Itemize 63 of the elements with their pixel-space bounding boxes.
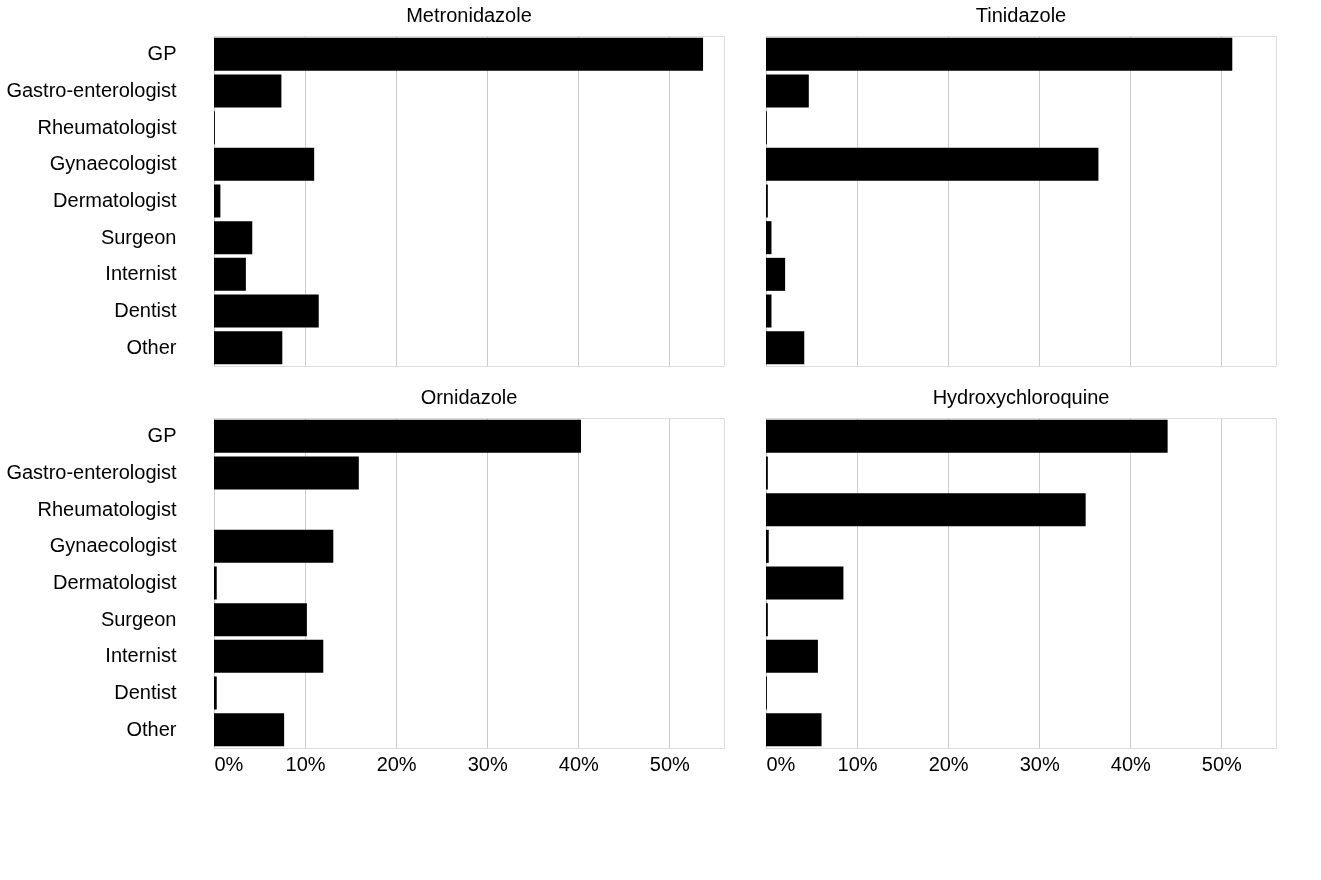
- bar: [766, 147, 1099, 181]
- x-tick-label: 20%: [928, 752, 969, 775]
- bar: [214, 257, 246, 291]
- chart-title: Ornidazole: [420, 386, 518, 408]
- y-tick-label: Gastro-enterologist: [6, 79, 177, 101]
- bar: [766, 257, 786, 291]
- y-tick-label: Internist: [105, 644, 177, 667]
- bar: [766, 221, 772, 255]
- x-tick-label: 50%: [649, 752, 691, 775]
- bar: [214, 676, 217, 710]
- bar: [214, 713, 285, 747]
- x-tick-label: 0%: [214, 752, 244, 775]
- y-tick-label: Internist: [105, 262, 177, 285]
- x-tick-label: 0%: [766, 752, 796, 775]
- x-tick-label: 30%: [467, 752, 508, 775]
- bar: [766, 74, 809, 108]
- bar: [766, 713, 822, 747]
- x-tick-label: 20%: [376, 752, 417, 775]
- bar: [766, 294, 772, 328]
- y-tick-label: Gynaecologist: [49, 534, 177, 557]
- chart-title: Tinidazole: [975, 4, 1067, 26]
- y-tick-label: Dermatologist: [53, 189, 177, 211]
- bar: [214, 331, 283, 365]
- y-tick-label: Rheumatologist: [37, 497, 177, 520]
- bar: [766, 529, 769, 563]
- x-tick-label: 30%: [1019, 752, 1060, 775]
- bar: [214, 37, 704, 71]
- x-tick-label: 40%: [558, 752, 600, 775]
- x-tick-label: 50%: [1201, 752, 1243, 775]
- bar: [214, 419, 582, 453]
- y-tick-label: Surgeon: [100, 607, 177, 630]
- bar: [214, 529, 334, 563]
- y-tick-label: Gynaecologist: [49, 152, 177, 175]
- bar: [214, 639, 324, 673]
- y-tick-label: Dermatologist: [53, 571, 177, 593]
- y-tick-label: Dentist: [114, 681, 177, 703]
- y-tick-label: Surgeon: [100, 225, 177, 248]
- bar: [214, 603, 307, 637]
- bar: [766, 419, 1168, 453]
- bar: [214, 566, 217, 600]
- x-tick-label: 10%: [285, 752, 326, 775]
- x-tick-label: 40%: [1110, 752, 1152, 775]
- y-tick-label: GP: [147, 424, 177, 447]
- x-tick-label: 10%: [837, 752, 878, 775]
- bar: [214, 294, 319, 328]
- bar: [214, 184, 221, 218]
- bar: [766, 493, 1086, 527]
- bar: [214, 74, 282, 108]
- bar: [766, 37, 1233, 71]
- y-tick-label: Dentist: [114, 299, 177, 321]
- bar: [214, 147, 315, 181]
- bar: [766, 566, 844, 600]
- bar: [766, 639, 818, 673]
- y-tick-label: GP: [147, 42, 177, 65]
- bar: [214, 456, 359, 490]
- bar: [214, 221, 253, 255]
- y-tick-label: Other: [126, 717, 177, 740]
- y-tick-label: Other: [126, 335, 177, 358]
- y-tick-label: Rheumatologist: [37, 115, 177, 138]
- y-tick-label: Gastro-enterologist: [6, 461, 177, 483]
- chart-title: Metronidazole: [406, 4, 532, 26]
- chart-title: Hydroxychloroquine: [932, 386, 1110, 408]
- bar: [766, 331, 805, 365]
